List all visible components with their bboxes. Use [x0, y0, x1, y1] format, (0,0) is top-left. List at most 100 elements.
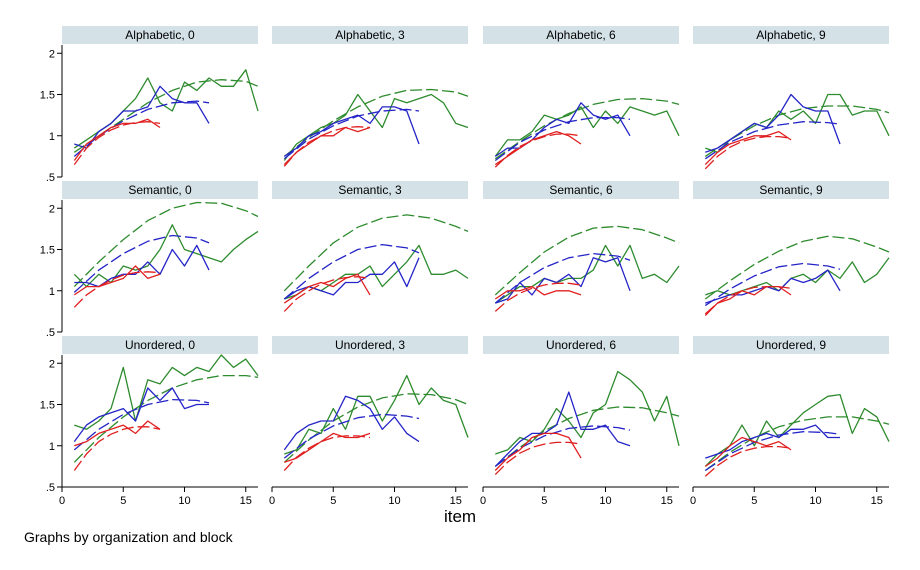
panels-layer: Alphabetic, 0 Alphabetic, 3 Alphabetic, 6 A…: [62, 26, 890, 477]
y-axis: .5 1 1.5 2: [40, 45, 63, 184]
x-tick-label: 0: [690, 495, 696, 507]
series-line-red-dashed: [73, 271, 161, 308]
panel-title-strip: [272, 26, 468, 44]
series-line-green-solid: [284, 244, 469, 300]
series-line-red-dashed: [704, 135, 792, 170]
series-line-red-dashed: [73, 121, 161, 165]
y-tick-label: 1.5: [40, 90, 55, 102]
panel-title-strip: [62, 181, 258, 199]
series-line-green-dashed: [73, 79, 259, 153]
series-line-red-solid: [704, 130, 792, 166]
series-line-green-dashed: [494, 97, 680, 160]
series-line-green-solid: [705, 257, 890, 296]
panel-title: Semantic, 3: [338, 183, 402, 197]
panel-title-strip: [483, 181, 679, 199]
series-line-blue-dashed: [283, 413, 420, 459]
x-tick-label: 0: [480, 495, 486, 507]
series-line-green-dashed: [494, 225, 680, 296]
panel: Unordered, 3: [272, 336, 469, 471]
panel-title: Unordered, 9: [756, 338, 826, 352]
x-tick-label: 10: [809, 495, 821, 507]
x-tick-label: 0: [269, 495, 275, 507]
panel: Semantic, 9: [693, 181, 890, 316]
series-line-green-solid: [73, 224, 259, 288]
series-line-red-dashed: [283, 435, 371, 471]
series-line-blue-solid: [494, 391, 631, 467]
series-line-green-solid: [283, 93, 469, 161]
series-line-blue-solid: [705, 424, 840, 459]
panel: Semantic, 6: [483, 181, 680, 312]
panel: Unordered, 0: [62, 336, 259, 471]
y-tick-label: 1: [49, 131, 55, 143]
series-line-red-solid: [494, 432, 582, 471]
series-line-blue-solid: [283, 395, 420, 451]
series-line-blue-dashed: [494, 425, 631, 467]
series-line-blue-solid: [74, 244, 210, 288]
series-line-blue-solid: [74, 85, 210, 149]
x-axis: 0 5 10 15: [59, 486, 258, 507]
series-line-blue-dashed: [704, 262, 841, 307]
series-line-blue-dashed: [283, 243, 420, 300]
y-tick-label: 1.5: [40, 245, 55, 257]
panel-title: Semantic, 9: [759, 183, 823, 197]
series-line-green-solid: [284, 374, 469, 455]
series-line-red-solid: [494, 130, 582, 166]
series-line-red-dashed: [494, 282, 582, 312]
series-line-red-solid: [74, 420, 161, 447]
x-tick-label: 5: [541, 495, 547, 507]
y-tick-label: 1: [49, 286, 55, 298]
series-line-red-solid: [704, 436, 792, 467]
series-line-green-dashed: [283, 214, 469, 292]
series-line-red-dashed: [494, 133, 582, 168]
x-tick-label: 15: [661, 495, 673, 507]
series-line-green-dashed: [494, 406, 680, 467]
panel-title-strip: [272, 181, 468, 199]
panel-title: Alphabetic, 9: [756, 28, 826, 42]
series-line-blue-solid: [705, 93, 841, 153]
graph-note: Graphs by organization and block: [24, 529, 234, 545]
x-axis: 0 5 10 15: [480, 486, 679, 507]
series-line-red-dashed: [73, 426, 161, 471]
x-tick-label: 5: [330, 495, 336, 507]
series-line-green-solid: [74, 354, 259, 430]
series-line-blue-solid: [283, 106, 420, 157]
series-line-green-solid: [73, 69, 259, 149]
series-line-green-dashed: [704, 105, 890, 157]
panel-title: Semantic, 0: [128, 183, 192, 197]
y-tick-label: 2: [49, 203, 55, 215]
series-line-blue-dashed: [283, 108, 420, 160]
series-line-green-solid: [704, 393, 890, 467]
panel: Semantic, 3: [272, 181, 469, 312]
series-line-blue-solid: [283, 257, 420, 300]
panel-title: Alphabetic, 0: [125, 28, 195, 42]
panel-title-strip: [693, 26, 889, 44]
panel: Alphabetic, 6: [483, 26, 680, 168]
x-tick-label: 15: [871, 495, 883, 507]
series-line-green-dashed: [73, 374, 259, 463]
x-axis-label: item: [444, 507, 476, 526]
series-line-green-dashed: [704, 416, 890, 472]
series-line-green-dashed: [283, 88, 469, 157]
series-line-red-dashed: [704, 285, 792, 315]
y-tick-label: 2: [49, 358, 55, 370]
panel: Alphabetic, 0: [62, 26, 259, 165]
series-line-green-solid: [494, 106, 680, 157]
panel: Unordered, 6: [483, 336, 680, 476]
series-line-green-solid: [495, 370, 680, 455]
series-line-red-dashed: [494, 441, 582, 476]
series-line-blue-solid: [705, 269, 841, 304]
series-line-green-solid: [494, 244, 680, 304]
series-line-blue-dashed: [494, 252, 631, 304]
series-line-blue-dashed: [73, 234, 210, 293]
x-tick-label: 0: [59, 495, 65, 507]
panel-title: Unordered, 0: [125, 338, 195, 352]
panel-title: Semantic, 6: [549, 183, 613, 197]
series-line-green-dashed: [73, 201, 259, 288]
panel: Alphabetic, 3: [272, 26, 469, 167]
y-tick-label: .5: [46, 172, 55, 184]
series-line-red-solid: [494, 285, 582, 300]
panel-title-strip: [693, 181, 889, 199]
series-line-red-dashed: [283, 126, 371, 167]
panel-title: Alphabetic, 3: [335, 28, 405, 42]
